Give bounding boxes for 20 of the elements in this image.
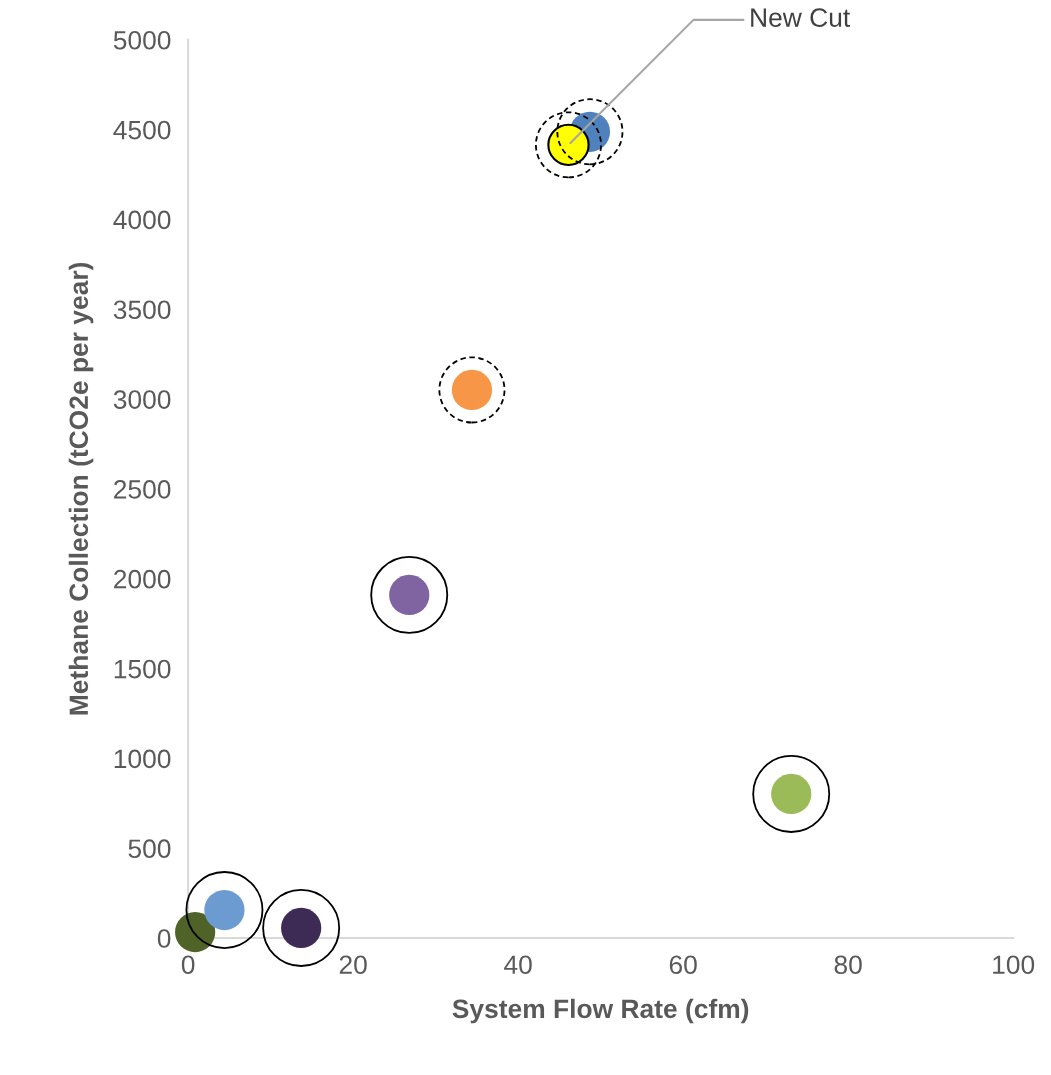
x-tick-label: 60 <box>669 955 697 975</box>
y-tick-label: 1000 <box>114 749 171 769</box>
y-tick-label: 5000 <box>113 30 171 50</box>
y-tick-label: 4000 <box>113 210 171 230</box>
annotation: New Cut <box>751 8 851 27</box>
x-tick-label: 0 <box>181 955 195 975</box>
y-tick-label: 0 <box>157 929 171 948</box>
x-axis-title: System Flow Rate (cfm) <box>452 998 749 1024</box>
y-axis-title: Methane Collection (tCO2e per year) <box>68 262 94 715</box>
y-tick-label: 3000 <box>113 390 171 409</box>
x-tick-label: 100 <box>993 955 1035 975</box>
x-tick-label: 40 <box>504 955 532 975</box>
y-tick-label: 4500 <box>113 120 171 140</box>
y-tick-label: 2000 <box>114 569 171 589</box>
x-tick-label: 80 <box>834 955 862 975</box>
y-tick-label: 2500 <box>114 480 171 499</box>
y-tick-label: 3500 <box>113 300 171 320</box>
y-tick-label: 500 <box>128 839 171 859</box>
y-tick-label: 1500 <box>114 659 171 679</box>
x-tick-label: 20 <box>339 955 367 975</box>
